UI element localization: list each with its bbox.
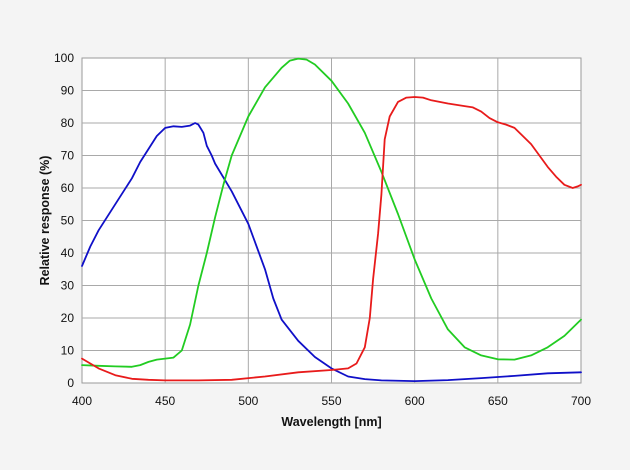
y-tick-label: 50 [61,214,75,228]
x-tick-label: 650 [488,394,508,408]
gridlines [82,58,581,383]
y-tick-label: 100 [54,51,74,65]
y-tick-label: 80 [61,116,75,130]
x-axis-ticks: 400 450 500 550 600 650 700 [72,394,591,408]
y-tick-label: 90 [61,84,75,98]
x-tick-label: 450 [155,394,175,408]
y-tick-label: 40 [61,246,75,260]
y-tick-label: 20 [61,311,75,325]
y-tick-label: 60 [61,181,75,195]
series-line-3 [81,96,582,382]
series-line-1 [81,122,582,383]
x-tick-label: 500 [238,394,258,408]
y-tick-label: 70 [61,149,75,163]
y-tick-label: 30 [61,279,75,293]
x-tick-label: 400 [72,394,92,408]
x-tick-label: 550 [321,394,341,408]
series-line-2 [81,57,582,368]
x-tick-label: 600 [405,394,425,408]
y-axis-ticks: 0 10 20 30 40 50 60 70 80 90 100 [54,51,74,390]
y-tick-label: 0 [67,376,74,390]
series-lines [81,57,582,383]
y-axis-label: Relative response (%) [38,156,52,286]
x-tick-label: 700 [571,394,591,408]
x-axis-label: Wavelength [nm] [281,415,381,429]
y-tick-label: 10 [61,344,75,358]
